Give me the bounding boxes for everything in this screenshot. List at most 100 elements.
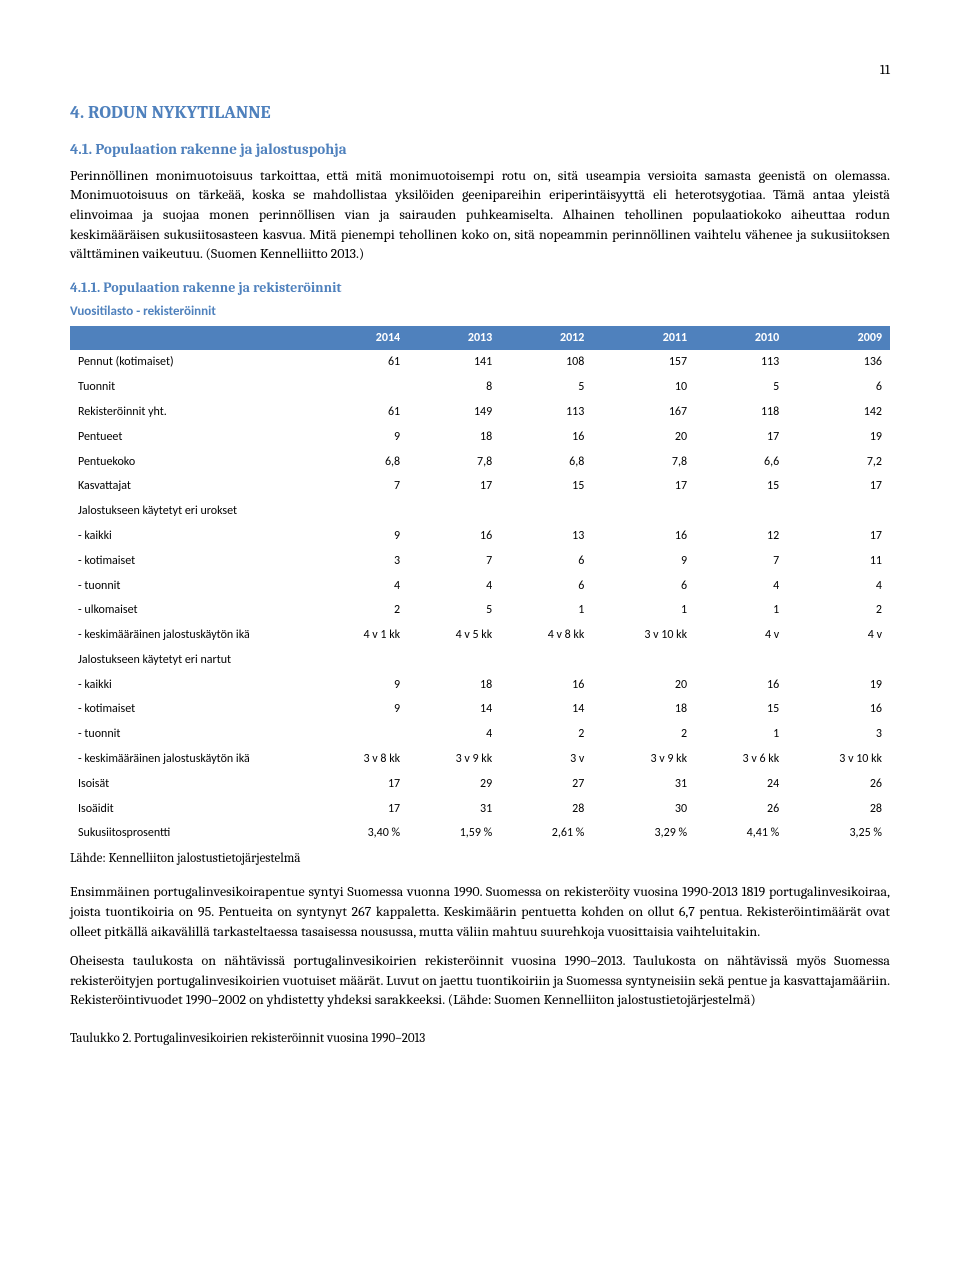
table-cell: 3 v 9 kk [408,747,500,772]
table-row: Isoisät172927312426 [70,772,890,797]
table-cell [500,499,592,524]
table-cell: 1 [592,598,695,623]
table-cell: 16 [500,673,592,698]
table-cell: 16 [408,524,500,549]
table-cell: 26 [787,772,890,797]
table-cell: 108 [500,350,592,375]
subsubheading-411: 4.1.1. Populaation rakenne ja rekisteröi… [70,278,890,298]
table-cell: - keskimääräinen jalostuskäytön ikä [70,747,316,772]
table-caption: Taulukko 2. Portugalinvesikoirien rekist… [70,1030,890,1048]
table-cell: 6 [500,549,592,574]
table-row: - tuonnit446644 [70,574,890,599]
subheading-41: 4.1. Populaation rakenne ja jalostuspohj… [70,139,890,160]
table-cell: 113 [500,400,592,425]
table-cell: 3 v 9 kk [592,747,695,772]
table-header-cell [70,326,316,351]
table-row: Jalostukseen käytetyt eri nartut [70,648,890,673]
table-cell: Jalostukseen käytetyt eri urokset [70,499,316,524]
table-cell [500,648,592,673]
table-cell: Sukusiitosprosentti [70,821,316,846]
table-cell: Pennut (kotimaiset) [70,350,316,375]
table-cell: 12 [695,524,787,549]
table-cell: 5 [500,375,592,400]
table-cell: 31 [408,797,500,822]
table-cell: 141 [408,350,500,375]
table-cell: 10 [592,375,695,400]
table-cell: 28 [787,797,890,822]
table-cell: Pentueet [70,425,316,450]
table-cell: Tuonnit [70,375,316,400]
table-cell: 61 [316,350,408,375]
table-cell: 18 [408,425,500,450]
table-cell: 14 [500,697,592,722]
table-row: Tuonnit851056 [70,375,890,400]
table-cell: 17 [316,772,408,797]
table-header-cell: 2014 [316,326,408,351]
table-header-cell: 2011 [592,326,695,351]
table-cell: 3 v 8 kk [316,747,408,772]
table-row: Isoäidit173128302628 [70,797,890,822]
table-cell: 4 v [787,623,890,648]
table-cell: 16 [500,425,592,450]
paragraph-3: Oheisesta taulukosta on nähtävissä portu… [70,951,890,1010]
table-cell: 9 [316,697,408,722]
table-cell [316,722,408,747]
table-cell: 142 [787,400,890,425]
table-cell: 61 [316,400,408,425]
heading-main: 4. RODUN NYKYTILANNE [70,100,890,125]
table-cell [408,499,500,524]
table-cell: 16 [592,524,695,549]
table-cell: 3 v [500,747,592,772]
table-cell: 7,8 [408,450,500,475]
table-cell [408,648,500,673]
source-note: Lähde: Kennelliiton jalostustietojärjest… [70,850,890,868]
table-cell: Pentuekoko [70,450,316,475]
table-cell: 15 [695,474,787,499]
table-cell: 4,41 % [695,821,787,846]
paragraph-41: Perinnöllinen monimuotoisuus tarkoittaa,… [70,166,890,264]
table-cell: 15 [500,474,592,499]
table-cell: - ulkomaiset [70,598,316,623]
table-title: Vuositilasto - rekisteröinnit [70,303,890,321]
table-cell: 118 [695,400,787,425]
table-cell: 6 [787,375,890,400]
table-cell: 6,8 [316,450,408,475]
table-row: Pennut (kotimaiset)61141108157113136 [70,350,890,375]
table-cell: 30 [592,797,695,822]
table-header-cell: 2013 [408,326,500,351]
table-cell: Isoisät [70,772,316,797]
table-cell [316,648,408,673]
table-cell: 5 [695,375,787,400]
table-cell: 5 [408,598,500,623]
table-row: Kasvattajat71715171517 [70,474,890,499]
table-cell: 4 [695,574,787,599]
table-row: - kotimaiset3769711 [70,549,890,574]
table-cell [316,375,408,400]
table-cell: 4 [316,574,408,599]
table-cell: 20 [592,673,695,698]
table-header-cell: 2010 [695,326,787,351]
table-row: - tuonnit42213 [70,722,890,747]
table-cell: 7 [316,474,408,499]
table-cell: 9 [316,425,408,450]
paragraph-2: Ensimmäinen portugalinvesikoirapentue sy… [70,882,890,941]
table-cell: 3 v 6 kk [695,747,787,772]
table-cell: 4 [787,574,890,599]
table-cell: 13 [500,524,592,549]
table-cell [592,499,695,524]
table-cell [695,648,787,673]
table-cell: 9 [316,524,408,549]
table-cell [316,499,408,524]
table-cell: 7,2 [787,450,890,475]
table-cell: 3,29 % [592,821,695,846]
table-row: Sukusiitosprosentti3,40 %1,59 %2,61 %3,2… [70,821,890,846]
table-row: - keskimääräinen jalostuskäytön ikä4 v 1… [70,623,890,648]
table-cell: 6 [500,574,592,599]
table-cell [787,648,890,673]
table-cell: 14 [408,697,500,722]
table-cell: - kaikki [70,673,316,698]
table-row: Pentueet91816201719 [70,425,890,450]
table-cell: 4 [408,574,500,599]
table-cell: 17 [695,425,787,450]
table-cell: 15 [695,697,787,722]
